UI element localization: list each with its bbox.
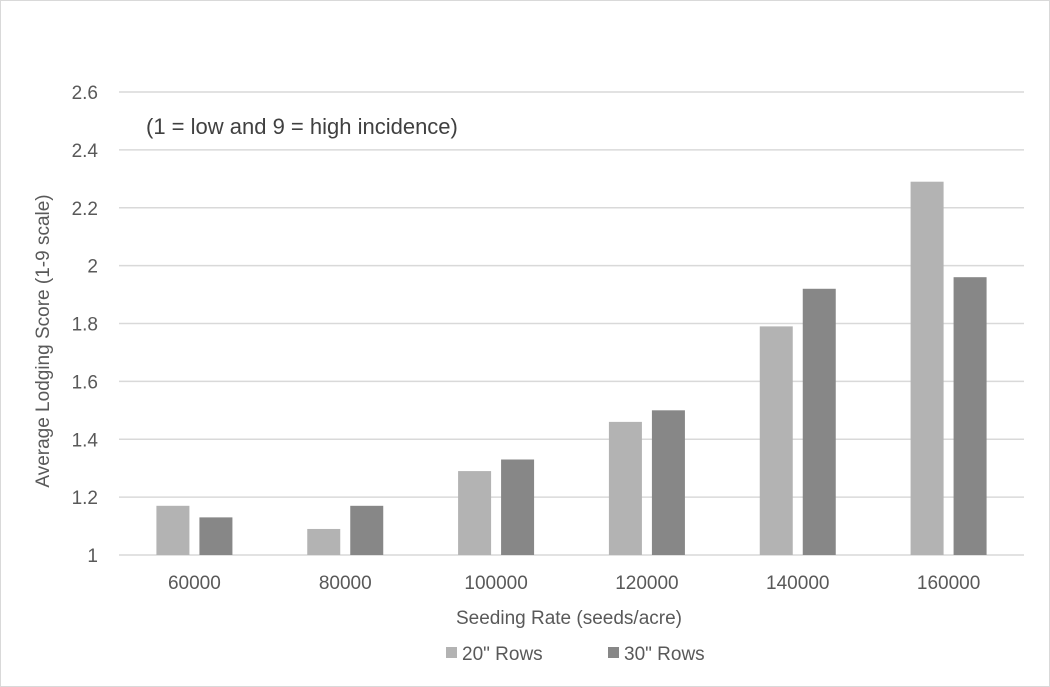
bar-80000-series-1 — [307, 528, 341, 555]
x-tick-label: 140000 — [766, 573, 829, 594]
x-axis-title: Seeding Rate (seeds/acre) — [456, 608, 682, 629]
y-tick-label: 1.2 — [72, 488, 98, 509]
y-tick-label: 2.2 — [72, 199, 98, 220]
bar-120000-series-1 — [608, 421, 642, 555]
y-tick-label: 2 — [87, 257, 98, 278]
legend-swatch-2 — [608, 647, 619, 658]
y-axis-title: Average Lodging Score (1-9 scale) — [33, 194, 54, 487]
y-tick-label: 2.4 — [72, 141, 99, 162]
y-tick-label: 1.6 — [72, 372, 98, 393]
x-tick-label: 60000 — [168, 573, 221, 594]
legend: 20" Rows 30" Rows — [446, 644, 705, 665]
chart-annotation: (1 = low and 9 = high incidence) — [146, 114, 458, 139]
y-tick-label: 2.6 — [72, 83, 98, 104]
gridlines — [119, 91, 1024, 556]
bar-140000-series-1 — [759, 326, 793, 555]
x-tick-label: 80000 — [319, 573, 372, 594]
bar-60000-series-2 — [199, 517, 233, 555]
bar-160000-series-2 — [953, 277, 987, 555]
legend-label-2: 30" Rows — [624, 644, 705, 665]
bar-120000-series-2 — [651, 410, 685, 555]
y-tick-label: 1.4 — [72, 430, 99, 451]
bar-60000-series-1 — [156, 505, 190, 555]
x-tick-labels: 60000 80000 100000 120000 140000 160000 — [168, 573, 980, 594]
bar-100000-series-1 — [458, 471, 492, 555]
y-tick-labels: 1 1.2 1.4 1.6 1.8 2 2.2 2.4 2.6 — [72, 83, 99, 567]
legend-swatch-1 — [446, 647, 457, 658]
legend-label-1: 20" Rows — [462, 644, 543, 665]
bar-80000-series-2 — [350, 505, 384, 555]
bars — [156, 181, 987, 556]
x-tick-label: 160000 — [917, 573, 980, 594]
y-tick-label: 1 — [87, 546, 98, 567]
bar-160000-series-1 — [910, 181, 944, 556]
y-tick-label: 1.8 — [72, 315, 98, 336]
bar-140000-series-2 — [802, 288, 836, 555]
bar-100000-series-2 — [501, 459, 535, 555]
x-tick-label: 100000 — [464, 573, 527, 594]
x-tick-label: 120000 — [615, 573, 678, 594]
